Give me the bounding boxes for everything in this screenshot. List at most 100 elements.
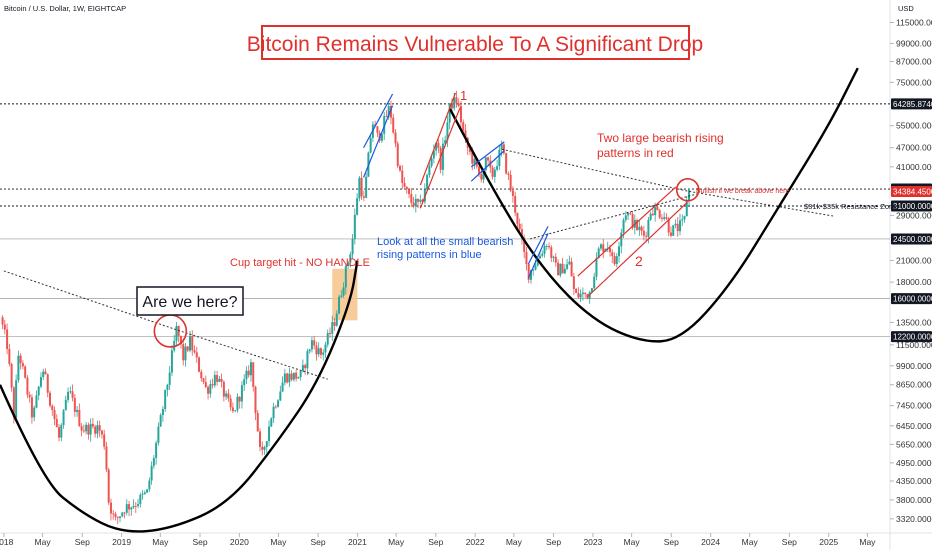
candle [137,498,140,509]
candle-body [566,264,569,269]
candle [240,381,243,409]
candle [80,423,83,437]
candle-body [28,394,31,398]
candle-body [141,493,144,495]
candle [148,477,151,492]
candle [545,244,548,251]
candle [344,264,347,295]
candle-body [430,158,433,166]
candle [69,386,72,394]
candle-body [520,229,523,239]
candle [430,155,433,168]
candle-body [310,340,313,350]
candle-body [636,219,639,230]
candle-body [523,238,526,253]
candle [17,350,20,383]
candle-body [231,407,234,411]
candle-body [638,226,641,230]
candle-body [572,276,575,289]
level-label: 12200.0000 [893,333,932,342]
candle [21,360,24,370]
candle [184,342,187,367]
candle [507,171,510,180]
candle [227,388,230,402]
candle [304,363,307,375]
candle [279,385,282,402]
candle [599,243,602,251]
y-tick-label: 9900.0000 [896,361,932,371]
candle [71,384,74,402]
candle-body [667,218,670,233]
x-tick-label: 2023 [583,537,602,547]
candle-body [450,103,453,109]
candle-body [611,252,614,257]
level-label: 64285.8740 [893,100,932,109]
candle-body [498,149,501,167]
level-label-bg [891,293,932,305]
candle-body [455,97,458,104]
candle [193,345,196,354]
candle-body [559,263,562,276]
candle-body [403,183,406,187]
candle [55,414,58,428]
candle-body [649,213,652,220]
candle-body [629,213,632,215]
x-tick-label: Sep [782,537,797,547]
candle [410,187,413,208]
candle [563,264,566,274]
candle [272,402,275,423]
candle [220,373,223,388]
candle [152,454,155,469]
candle-body [317,348,320,355]
candle-body [457,103,460,106]
candle [399,164,401,172]
candle [254,385,257,421]
candle-body [191,336,194,351]
candle-body [184,346,187,361]
candle [568,255,571,266]
candle-body [112,513,115,515]
candle [216,370,219,386]
candle [347,260,350,270]
candle-body [207,387,210,394]
candle-body [399,166,401,171]
candle [49,390,51,408]
candle-body [360,177,363,197]
candle-body [73,397,76,412]
candle-body [349,254,352,263]
y-tick-label: 3800.0000 [896,495,932,505]
candle [295,370,298,382]
candle-body [286,373,289,383]
candle [146,489,149,494]
candle [286,372,289,384]
candle [259,428,261,452]
trend-line-cup-left-arc [0,260,359,533]
candle-body [249,362,252,376]
candle-body [125,504,128,513]
candle-body [261,446,264,450]
candle-body [67,391,70,400]
candle-body [417,198,420,202]
candle-body [347,262,350,267]
candle [514,191,517,217]
candle-body [568,261,571,265]
candle [681,214,684,226]
candle-body [89,423,92,435]
candle [42,368,45,381]
candle-body [306,351,309,369]
candle-body [665,217,668,219]
are-we-here-label: Are we here? [142,294,237,311]
candle [35,390,38,409]
candle-body [313,340,316,346]
candle [3,319,6,335]
candle-body [193,350,196,353]
candle-body [491,167,494,177]
candle-body [189,336,191,351]
y-tick-label: 55000.0000 [896,121,932,131]
candle [39,372,42,389]
candle [358,176,361,202]
candle-body [299,371,302,378]
candle-body [157,426,160,443]
candle-body [301,365,304,372]
